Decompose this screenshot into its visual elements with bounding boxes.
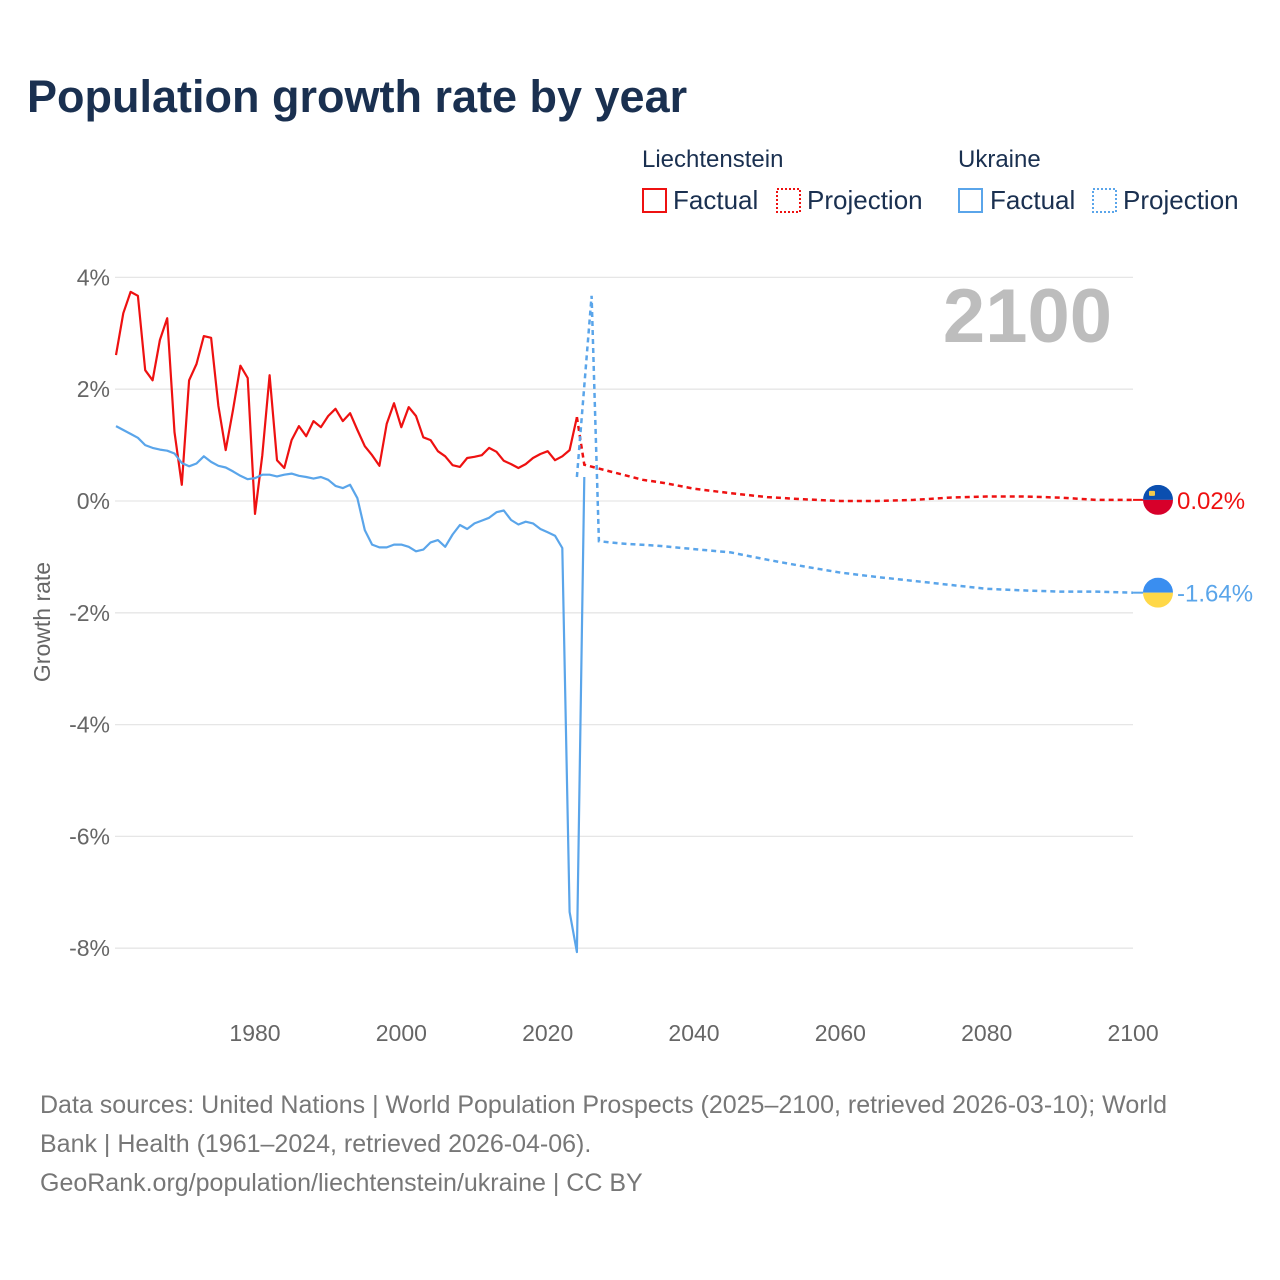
x-tick-label: 2060	[815, 1020, 866, 1046]
sources-line-2: Bank | Health (1961–2024, retrieved 2026…	[40, 1130, 591, 1158]
x-tick-label: 2040	[668, 1020, 719, 1046]
ukraine-end-value: -1.64%	[1177, 581, 1253, 608]
x-tick-label: 2020	[522, 1020, 573, 1046]
legend-swatch-ua-factual	[958, 188, 983, 213]
legend-swatch-li-projection	[776, 188, 801, 213]
footer: Data sources: United Nations | World Pop…	[40, 1091, 1167, 1197]
ukraine-flag-icon	[1143, 577, 1173, 608]
y-axis-ticks: 4% 2% 0% -2% -4% -6% -8%	[69, 264, 110, 961]
year-label: 2100	[943, 274, 1112, 359]
source-link[interactable]: GeoRank.org/population/liechtenstein/ukr…	[40, 1169, 643, 1197]
liechtenstein-flag-icon	[1143, 484, 1173, 515]
liechtenstein-projection-line	[575, 416, 1133, 503]
legend-ua-projection[interactable]: Projection	[1123, 185, 1239, 215]
liechtenstein-end-value: 0.02%	[1177, 488, 1245, 515]
y-tick-label: -6%	[69, 823, 110, 849]
liechtenstein-factual-line	[114, 290, 578, 516]
y-axis-label: Growth rate	[29, 562, 55, 682]
y-tick-label: -4%	[69, 712, 110, 738]
series-lines	[114, 290, 1134, 954]
x-tick-label: 2100	[1107, 1020, 1158, 1046]
x-tick-label: 2000	[376, 1020, 427, 1046]
legend-li-projection[interactable]: Projection	[807, 185, 923, 215]
chart-title: Population growth rate by year	[27, 71, 687, 122]
x-axis-ticks: 1980 2000 2020 2040 2060 2080 2100	[229, 1020, 1158, 1046]
ukraine-projection-line	[575, 295, 1134, 594]
y-tick-label: -2%	[69, 600, 110, 626]
ukraine-factual-line	[115, 425, 586, 954]
y-tick-label: 4%	[77, 264, 110, 290]
x-tick-label: 1980	[229, 1020, 280, 1046]
legend-group-ukraine: Ukraine	[958, 146, 1041, 173]
series-end-markers: 0.02% -1.64%	[1133, 484, 1253, 608]
y-tick-label: 0%	[77, 488, 110, 514]
y-tick-label: 2%	[77, 376, 110, 402]
x-tick-label: 2080	[961, 1020, 1012, 1046]
legend-li-factual[interactable]: Factual	[673, 185, 758, 215]
gridlines	[115, 276, 1133, 949]
legend-swatch-ua-projection	[1092, 188, 1117, 213]
legend: Liechtenstein Factual Projection Ukraine…	[642, 146, 1239, 215]
legend-group-liechtenstein: Liechtenstein	[642, 146, 783, 173]
sources-line-1: Data sources: United Nations | World Pop…	[40, 1091, 1167, 1119]
legend-ua-factual[interactable]: Factual	[990, 185, 1075, 215]
legend-swatch-li-factual	[642, 188, 667, 213]
y-tick-label: -8%	[69, 935, 110, 961]
